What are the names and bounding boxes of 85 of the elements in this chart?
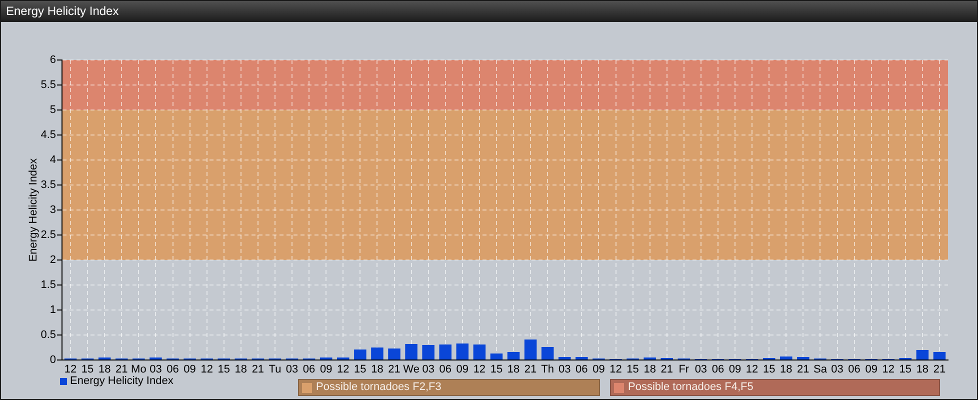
legend-label: Possible tornadoes F2,F3 — [316, 381, 442, 394]
x-tick-label: 21 — [252, 364, 264, 376]
x-tick-label: 06 — [576, 364, 588, 376]
bar — [490, 354, 503, 360]
x-tick-label: 12 — [746, 364, 758, 376]
x-tick-label: 15 — [899, 364, 912, 376]
x-tick-label: 15 — [626, 364, 639, 376]
x-tick-label: 09 — [592, 364, 605, 376]
x-tick-label: 15 — [354, 364, 366, 376]
x-tick-label: 12 — [473, 364, 486, 376]
x-tick-label: Fr — [678, 364, 690, 376]
x-tick-label: 03 — [694, 364, 708, 376]
x-tick-label: Th — [541, 364, 554, 376]
bar — [422, 345, 434, 360]
x-tick-label: 06 — [439, 364, 452, 376]
x-tick-label: 06 — [166, 364, 179, 376]
bar — [541, 347, 554, 360]
x-tick-label: 06 — [302, 364, 316, 376]
x-tick-label: 09 — [456, 364, 469, 376]
y-tick-label: 2 — [50, 254, 56, 266]
bar — [524, 340, 537, 360]
x-tick-label: 15 — [218, 364, 230, 376]
x-tick-label: 18 — [371, 364, 384, 376]
x-tick-label: Tu — [268, 364, 282, 376]
y-tick-label: 2.5 — [40, 229, 56, 242]
x-tick-label: 09 — [728, 364, 742, 376]
x-tick-label: 12 — [200, 364, 213, 376]
x-tick-label: 21 — [933, 364, 946, 376]
x-tick-label: 15 — [490, 364, 503, 376]
bar — [507, 352, 520, 360]
bar — [933, 352, 946, 360]
x-tick-label: 15 — [762, 364, 776, 376]
y-tick-label: 3 — [50, 204, 56, 216]
bar — [439, 344, 452, 360]
x-tick-label: 03 — [286, 364, 298, 376]
y-tick-label: 3.5 — [40, 179, 56, 192]
x-tick-label: 12 — [64, 364, 77, 376]
legend-label: Energy Helicity Index — [70, 375, 174, 387]
x-tick-label: Sa — [813, 364, 828, 376]
x-tick-label: 21 — [660, 364, 673, 376]
bar — [473, 344, 486, 360]
bar — [405, 344, 418, 360]
x-tick-label: 09 — [184, 364, 196, 376]
x-tick-label: 21 — [797, 364, 810, 376]
bar — [456, 344, 469, 360]
x-tick-label: 12 — [337, 364, 350, 376]
x-tick-label: 18 — [507, 364, 520, 376]
x-tick-label: 06 — [848, 364, 860, 376]
x-tick-label: 18 — [780, 364, 792, 376]
bar — [916, 350, 929, 360]
x-tick-label: 03 — [422, 364, 434, 376]
bar — [354, 350, 366, 360]
x-tick-label: 18 — [916, 364, 929, 376]
x-tick-label: 12 — [882, 364, 894, 376]
x-tick-label: 18 — [98, 364, 111, 376]
x-tick-label: 21 — [388, 364, 400, 376]
x-tick-label: 09 — [320, 364, 332, 376]
x-tick-label: 21 — [524, 364, 537, 376]
x-tick-label: Mo — [131, 364, 146, 376]
x-tick-label: 12 — [610, 364, 622, 376]
bar — [780, 356, 792, 360]
x-tick-label: 18 — [234, 364, 248, 376]
x-tick-label: 03 — [558, 364, 571, 376]
y-tick-label: 0.5 — [40, 329, 56, 342]
x-tick-label: 03 — [150, 364, 162, 376]
x-tick-label: 06 — [712, 364, 724, 376]
x-tick-label: 15 — [81, 364, 94, 376]
chart-title: Energy Helicity Index — [1, 1, 977, 22]
x-tick-label: We — [403, 364, 420, 376]
x-tick-label: 21 — [116, 364, 128, 376]
y-tick-label: 4 — [50, 154, 56, 166]
x-tick-label: 03 — [831, 364, 844, 376]
legend-label: Possible tornadoes F4,F5 — [628, 381, 754, 394]
y-tick-label: 5 — [50, 104, 56, 116]
y-axis-title: Energy Helicity Index — [28, 158, 40, 262]
y-tick-label: 5.5 — [40, 79, 56, 92]
x-tick-label: 18 — [644, 364, 656, 376]
y-tick-label: 1.5 — [40, 279, 56, 292]
x-tick-label: 09 — [865, 364, 878, 376]
bar — [371, 348, 384, 360]
y-tick-label: 6 — [50, 54, 56, 66]
y-tick-label: 4.5 — [40, 129, 56, 142]
y-tick-label: 1 — [50, 304, 56, 316]
bar — [388, 348, 400, 360]
y-tick-label: 0 — [50, 354, 56, 366]
